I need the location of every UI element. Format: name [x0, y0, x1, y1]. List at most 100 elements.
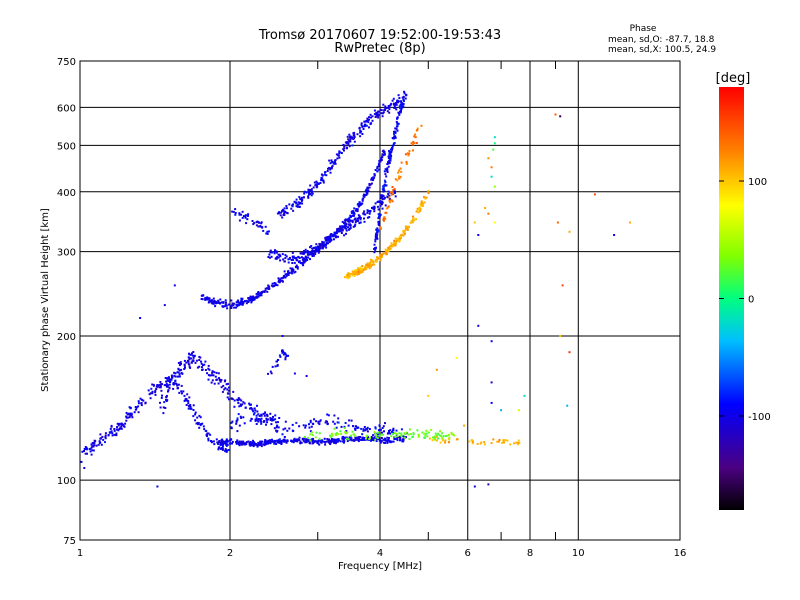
scatter-point [375, 228, 378, 231]
scatter-point [368, 126, 370, 129]
scatter-point [137, 405, 140, 408]
scatter-point [274, 414, 277, 417]
scatter-point [198, 426, 201, 429]
scatter-point [91, 444, 94, 447]
scatter-point [321, 177, 324, 180]
scatter-point [162, 406, 165, 409]
scatter-point [324, 171, 326, 174]
scatter-point [279, 259, 282, 262]
scatter-point [397, 171, 400, 174]
scatter-point [269, 439, 271, 442]
scatter-point [116, 428, 119, 431]
scatter-point [369, 262, 372, 265]
scatter-point [294, 270, 297, 273]
scatter-point [338, 152, 341, 155]
scatter-point [296, 259, 299, 262]
scatter-point [283, 436, 286, 438]
scatter-point [208, 297, 210, 300]
scatter-point [284, 276, 287, 279]
scatter-point [354, 427, 356, 430]
scatter-point [238, 219, 241, 222]
scatter-point [236, 417, 239, 420]
scatter-point [379, 441, 382, 444]
scatter-point [375, 260, 378, 263]
scatter-point [290, 269, 293, 272]
chart-subtitle: RwPretec (8p) [334, 41, 425, 56]
scatter-point [186, 393, 189, 396]
scatter-point [280, 441, 283, 444]
scatter-point [412, 140, 415, 143]
scatter-point [325, 174, 328, 177]
scatter-point [347, 226, 349, 229]
scatter-point [342, 437, 345, 440]
scatter-point [331, 434, 334, 437]
scatter-point [308, 189, 311, 191]
scatter-point [178, 373, 181, 376]
scatter-point [304, 424, 307, 427]
scatter-point [395, 108, 398, 111]
scatter-point [327, 242, 329, 245]
scatter-point [126, 413, 129, 416]
scatter-point [189, 366, 192, 369]
x-tick-label: 6 [465, 548, 471, 559]
scatter-point [131, 416, 134, 419]
scatter-point [402, 95, 405, 98]
scatter-point [324, 443, 327, 446]
scatter-point [351, 220, 354, 223]
scatter-point [334, 162, 337, 165]
scatter-point [304, 426, 307, 429]
scatter-point [230, 426, 233, 429]
scatter-point [358, 201, 361, 204]
scatter-point [367, 265, 370, 268]
scatter-point [368, 438, 371, 441]
scatter-point [234, 208, 237, 211]
scatter-point [372, 207, 375, 210]
scatter-point [395, 432, 398, 435]
scatter-point [392, 97, 395, 100]
scatter-point [280, 277, 283, 280]
scatter-point [268, 256, 271, 259]
scatter-point [359, 135, 362, 138]
scatter-point [338, 156, 341, 159]
scatter-point [340, 229, 343, 232]
scatter-point [330, 238, 333, 241]
scatter-point [375, 440, 378, 442]
scatter-point [167, 384, 169, 387]
scatter-point [394, 435, 397, 438]
scatter-point [223, 305, 226, 308]
scatter-point [506, 439, 509, 442]
scatter-point [344, 141, 347, 144]
scatter-point [195, 422, 198, 425]
scatter-point [374, 233, 377, 236]
scatter-point [356, 133, 359, 136]
scatter-point [394, 178, 397, 181]
scatter-point [282, 258, 285, 261]
scatter-point [276, 212, 279, 215]
scatter-point [285, 255, 288, 258]
scatter-point [452, 433, 455, 436]
scatter-point [371, 115, 374, 118]
scatter-point [334, 159, 337, 162]
scatter-point [340, 232, 343, 234]
scatter-point [172, 387, 175, 390]
scatter-point [150, 387, 153, 390]
scatter-point [320, 173, 323, 176]
scatter-point [117, 429, 120, 432]
scatter-point [195, 359, 198, 362]
scatter-point [313, 251, 316, 253]
scatter-point [318, 243, 321, 246]
scatter-point [239, 403, 242, 406]
scatter-point [386, 171, 389, 173]
scatter-point [382, 219, 385, 222]
scatter-point [304, 255, 307, 258]
scatter-point [286, 273, 289, 275]
scatter-point [447, 438, 450, 441]
scatter-point [405, 431, 408, 434]
scatter-point [381, 198, 384, 201]
scatter-point [490, 340, 493, 343]
scatter-point [290, 271, 293, 274]
scatter-point [275, 421, 278, 424]
scatter-point [279, 211, 282, 214]
scatter-point [372, 260, 375, 263]
